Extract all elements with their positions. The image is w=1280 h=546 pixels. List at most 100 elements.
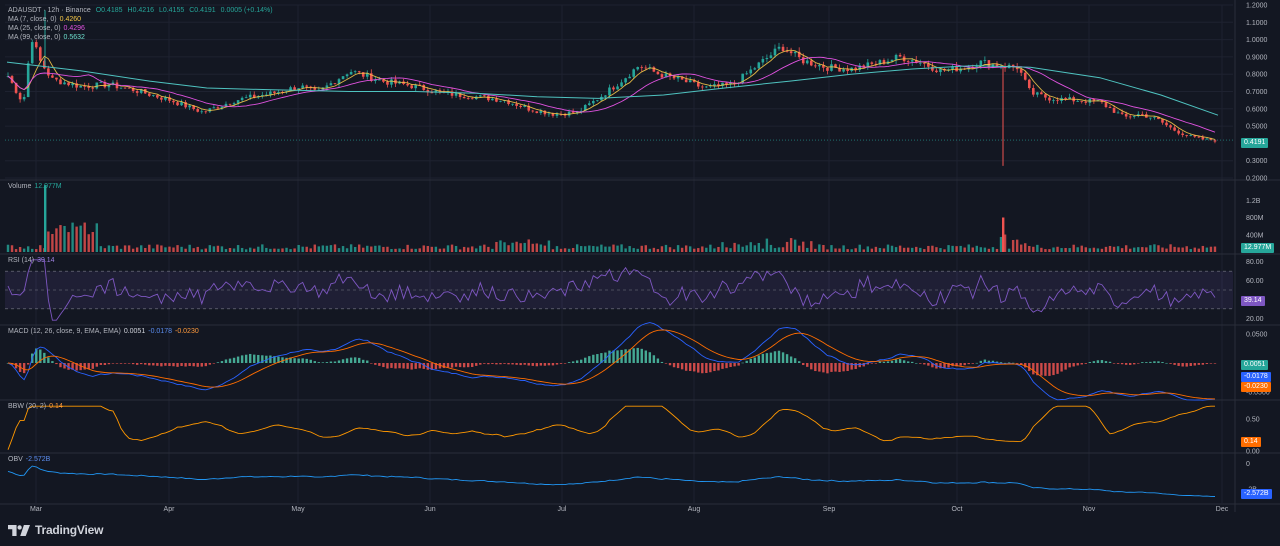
rsi-pane[interactable] [5,259,1233,321]
y-tick-label: 0 [1246,461,1250,468]
x-tick-label: Sep [823,506,836,513]
candle-body [1209,138,1213,141]
candle-body [1068,97,1071,99]
volume-bar [741,246,744,252]
macd-histogram-bar [713,363,716,372]
volume-bar [983,247,987,252]
price-axis[interactable]: 1.2000 1.1000 1.0000 0.9000 0.8000 0.7000 0.60… [1246,3,1270,494]
volume-bar [515,241,518,252]
candle-body [757,62,761,69]
candle-body [628,76,631,79]
volume-bars[interactable] [6,185,1217,252]
candle-body [1076,101,1080,102]
ma25-legend[interactable]: MA (25, close, 0) 0.4296 [8,25,88,34]
candle-body [1132,116,1136,117]
candle-body [1201,136,1205,140]
macd-histogram-bar [184,363,187,367]
macd-histogram-bar [91,363,94,369]
candle-body [252,94,256,98]
macd-histogram-bar [450,363,454,368]
candle-body [131,87,135,92]
macd-line-tag: -0.0178 [1241,372,1271,382]
candle-body [898,54,902,57]
candle-body [1205,138,1209,140]
candle-body [14,82,18,93]
volume-bar [959,245,962,252]
macd-histogram-bar [733,363,736,367]
volume-bar [164,247,167,252]
volume-bar [688,246,692,252]
volume-bar [450,244,454,252]
candle-body [1015,66,1019,70]
candle-body [539,110,543,114]
volume-bar [580,246,583,252]
candle-body [168,97,171,101]
candle-body [882,60,886,64]
macd-histogram-bar [850,363,853,370]
tradingview-logo[interactable]: TradingView [8,522,103,538]
macd-histogram-bar [987,360,991,363]
volume-bar [705,247,708,252]
macd-histogram-bar [842,363,845,372]
macd-histogram-bar [927,363,930,366]
candle-body [818,65,821,67]
candle-body [1165,122,1168,126]
macd-pane[interactable] [6,322,1217,401]
volume-bar [628,246,631,252]
candle-body [63,82,66,85]
volume-bar [660,246,664,252]
macd-histogram-bar [531,363,534,366]
candle-body [30,42,34,64]
macd-histogram-bar [160,363,163,367]
candle-body [123,87,127,89]
bbw-legend[interactable]: BBW (20, 2) 0.14 [8,403,66,412]
candle-body [523,105,526,107]
bbw-pane[interactable] [7,405,1215,450]
candle-body [160,97,163,100]
macd-histogram-bar [846,363,849,372]
macd-histogram-bar [983,359,987,363]
time-axis[interactable]: Mar Apr May Jun Jul Aug Sep Oct Nov Dec [30,506,1229,513]
volume-bar [777,247,781,252]
macd-histogram-bar [1072,363,1075,367]
obv-pane[interactable] [7,465,1216,497]
rsi-legend[interactable]: RSI (14) 39.14 [8,257,58,266]
candle-body [1161,119,1164,123]
macd-histogram-bar [1209,363,1213,364]
candle-body [894,54,898,60]
candle-body [1104,102,1108,108]
candle-body [797,51,801,58]
volume-bar [127,245,131,252]
candle-body [571,111,575,113]
macd-histogram-bar [580,359,583,363]
macd-histogram-bar [999,362,1003,363]
price-candles[interactable] [6,10,1217,166]
ma99-legend[interactable]: MA (99, close, 0) 0.5632 [8,34,88,43]
volume-bar [87,234,90,252]
candle-body [220,106,224,109]
volume-bar [1096,248,1100,252]
symbol-legend[interactable]: ADAUSDT · 12h · Binance O0.4185 H0.4216 … [8,7,276,16]
ma7-legend[interactable]: MA (7, close, 0) 0.4260 [8,16,84,25]
volume-bar [971,247,974,252]
candle-body [583,104,587,111]
candle-body [1003,66,1007,69]
macd-histogram-bar [1124,363,1128,365]
macd-histogram-bar [1185,363,1188,367]
volume-bar [571,248,575,252]
candle-body [317,89,321,91]
obv-legend[interactable]: OBV -2.572B [8,456,53,465]
macd-histogram-bar [370,363,373,364]
macd-histogram-bar [575,360,579,363]
volume-bar [902,247,906,252]
candle-body [361,72,365,77]
macd-histogram-bar [1007,362,1011,364]
symbol-label[interactable]: ADAUSDT · 12h · Binance [8,7,91,14]
volume-bar [535,243,539,252]
volume-bar [370,246,373,252]
volume-bar [850,249,853,252]
volume-legend[interactable]: Volume 12.977M [8,183,65,192]
macd-legend[interactable]: MACD (12, 26, close, 9, EMA, EMA) 0.0051-… [8,328,202,337]
y-tick-label: 1.2B [1246,198,1261,205]
